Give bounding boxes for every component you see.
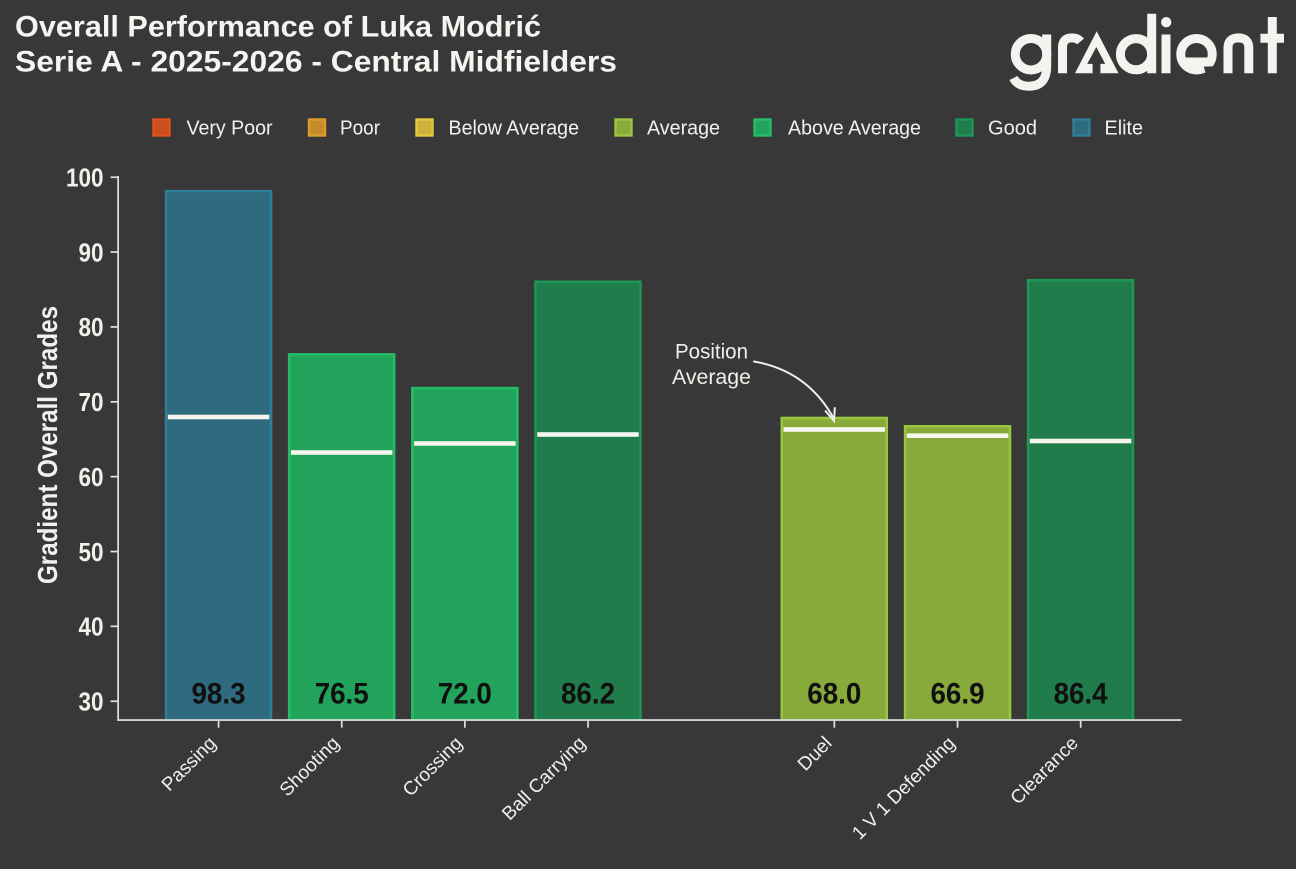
svg-text:60: 60 [79,462,104,492]
svg-text:Shooting: Shooting [276,733,344,801]
svg-text:Average: Average [647,117,720,139]
svg-text:72.0: 72.0 [438,678,492,711]
svg-text:Good: Good [988,117,1037,139]
svg-text:Below Average: Below Average [449,117,580,139]
svg-text:30: 30 [79,687,104,717]
svg-text:66.9: 66.9 [931,678,985,711]
svg-text:90: 90 [79,237,104,267]
svg-text:Poor: Poor [340,117,380,139]
svg-text:Overall Performance of Luka Mo: Overall Performance of Luka Modrić [15,11,541,44]
svg-text:Above Average: Above Average [788,117,921,139]
svg-text:Crossing: Crossing [399,733,467,801]
svg-text:100: 100 [66,163,104,193]
svg-text:Very Poor: Very Poor [187,117,273,139]
svg-text:40: 40 [79,612,104,642]
svg-text:Serie A - 2025-2026 - Central: Serie A - 2025-2026 - Central Midfielder… [15,46,617,79]
svg-text:50: 50 [79,537,104,567]
svg-text:Passing: Passing [158,733,221,796]
svg-text:Position: Position [675,340,748,364]
svg-text:86.2: 86.2 [561,678,615,711]
svg-text:68.0: 68.0 [807,678,861,711]
svg-text:80: 80 [79,312,104,342]
svg-text:Duel: Duel [794,733,836,775]
svg-text:70: 70 [79,387,104,417]
svg-text:1 V 1 Defending: 1 V 1 Defending [848,733,959,844]
svg-text:Elite: Elite [1105,117,1144,139]
svg-text:86.4: 86.4 [1054,678,1108,711]
svg-text:Average: Average [672,365,751,389]
svg-text:Ball Carrying: Ball Carrying [498,733,590,825]
svg-text:98.3: 98.3 [192,678,246,711]
svg-text:Gradient Overall Grades: Gradient Overall Grades [32,306,63,584]
svg-text:Clearance: Clearance [1007,733,1083,809]
svg-text:76.5: 76.5 [315,678,369,711]
